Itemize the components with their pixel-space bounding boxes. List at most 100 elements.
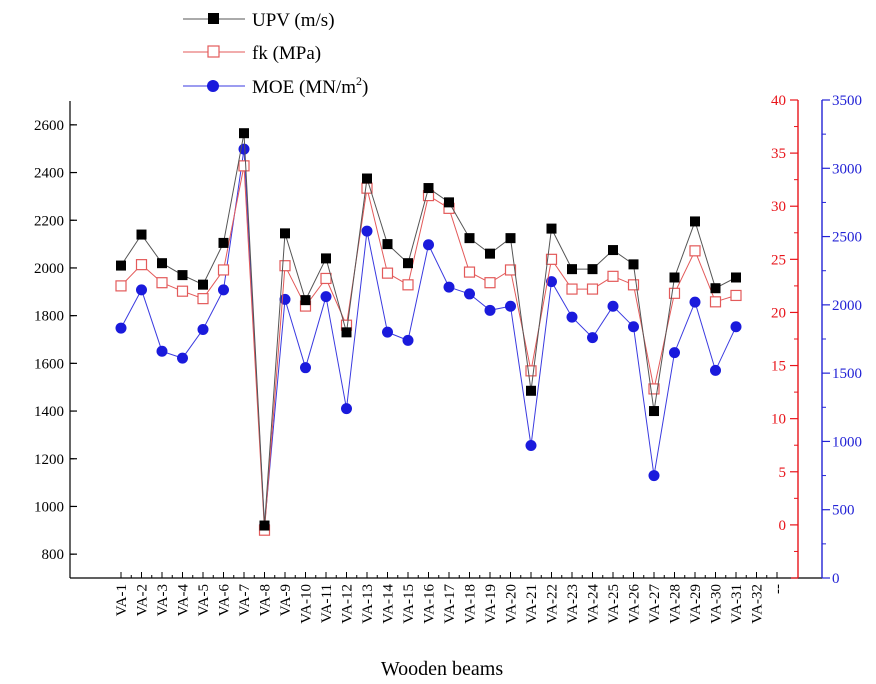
data-point-upv	[239, 128, 249, 139]
left-axis-tick-label: 2400	[34, 166, 64, 182]
data-point-moe	[177, 352, 188, 364]
x-axis-tick-label: VA-23	[565, 584, 581, 624]
data-point-fk	[627, 279, 640, 291]
right-blue-axis-tick-label: 2000	[832, 298, 862, 314]
data-point-upv	[116, 260, 126, 271]
data-point-fk	[279, 260, 291, 272]
data-point-fk	[402, 279, 414, 291]
data-point-upv	[157, 258, 167, 269]
right-red-axis-tick-label: 0	[779, 518, 787, 534]
x-axis-extra-tick-label: --	[770, 584, 786, 594]
x-axis-tick-label: VA-4	[176, 584, 192, 617]
data-point-upv	[382, 239, 393, 250]
data-point-upv	[136, 229, 147, 240]
data-point-upv	[546, 223, 557, 234]
x-axis-tick-label: VA-18	[463, 584, 479, 624]
data-point-fk	[545, 253, 558, 265]
data-point-moe	[587, 332, 598, 344]
legend-marker-upv	[208, 13, 219, 24]
data-point-moe	[730, 321, 742, 333]
data-point-upv	[690, 216, 700, 227]
data-point-upv	[587, 264, 598, 275]
data-point-upv	[464, 233, 475, 244]
x-axis-label: Wooden beams	[381, 658, 503, 680]
data-point-upv	[259, 520, 270, 531]
x-axis-tick-label: VA-16	[422, 584, 438, 624]
data-point-fk	[463, 266, 476, 278]
data-point-upv	[177, 270, 188, 281]
data-point-moe	[136, 284, 147, 296]
left-axis-tick-label: 2600	[34, 118, 64, 134]
data-point-moe	[156, 345, 168, 357]
data-point-fk	[381, 267, 394, 279]
x-axis-tick-label: VA-32	[750, 584, 766, 624]
left-axis-tick-label: 800	[42, 547, 65, 563]
x-axis-tick-label: VA-30	[709, 584, 725, 624]
data-point-upv	[423, 183, 434, 194]
data-point-upv	[444, 197, 454, 208]
x-axis-tick-label: VA-19	[483, 584, 499, 624]
left-axis-tick-label: 1400	[34, 404, 64, 420]
left-axis-tick-label: 1000	[34, 499, 64, 515]
x-axis-tick-label: VA-28	[668, 584, 684, 624]
data-point-fk	[709, 296, 722, 308]
series-1	[115, 160, 742, 536]
right-blue-axis-tick-label: 0	[832, 571, 840, 587]
data-point-moe	[402, 334, 414, 346]
right-red-axis-tick-label: 40	[771, 93, 786, 109]
data-point-upv	[218, 237, 229, 248]
data-point-fk	[176, 285, 189, 297]
data-point-moe	[382, 326, 393, 338]
left-axis-tick-label: 1200	[34, 452, 64, 468]
data-point-upv	[505, 233, 516, 244]
data-point-moe	[669, 347, 680, 359]
data-point-upv	[710, 283, 721, 294]
legend-marker-fk	[207, 45, 220, 58]
data-point-fk	[586, 283, 599, 295]
data-point-upv	[567, 264, 577, 275]
right-red-axis-tick-label: 5	[779, 465, 787, 481]
right-blue-axis-tick-label: 500	[832, 503, 855, 519]
data-point-moe	[443, 281, 455, 293]
data-point-moe	[648, 470, 660, 482]
data-point-fk	[238, 160, 250, 172]
data-point-upv	[280, 228, 290, 239]
x-axis-tick-label: VA-27	[647, 584, 663, 624]
x-axis-tick-label: VA-29	[688, 584, 704, 624]
x-axis-tick-label: VA-6	[217, 584, 233, 617]
data-point-fk	[115, 280, 127, 292]
data-point-fk	[197, 293, 209, 305]
data-point-fk	[668, 287, 681, 299]
x-axis-tick-label: VA-25	[606, 584, 622, 624]
x-axis-tick-label: VA-24	[586, 584, 602, 624]
data-point-upv	[300, 295, 311, 306]
legend-label-moe: MOE (MN/m2)	[252, 74, 368, 98]
series-layer	[115, 128, 742, 536]
data-point-upv	[526, 385, 536, 396]
right-blue-axis-tick-label: 1500	[832, 366, 862, 382]
legend-label-moe-sup: 2	[356, 74, 362, 88]
data-point-moe	[115, 322, 127, 334]
x-axis-tick-label: VA-7	[237, 584, 253, 617]
data-point-upv	[628, 259, 639, 270]
data-point-upv	[649, 406, 659, 417]
data-point-upv	[669, 272, 680, 283]
right-red-axis-tick-label: 15	[771, 359, 786, 375]
data-point-fk	[320, 272, 332, 285]
x-axis-tick-label: VA-26	[627, 584, 643, 624]
data-point-moe	[197, 323, 209, 335]
data-point-fk	[156, 277, 168, 289]
data-point-moe	[546, 276, 557, 288]
data-point-upv	[198, 279, 208, 290]
right-red-axis-tick-label: 20	[771, 305, 786, 321]
series-line-1	[120, 165, 737, 531]
data-point-fk	[648, 383, 660, 395]
x-axis-tick-label: VA-17	[442, 584, 458, 624]
left-axis-tick-label: 2200	[34, 213, 64, 229]
data-point-moe	[341, 403, 352, 415]
data-point-fk	[484, 277, 496, 289]
data-point-moe	[279, 293, 291, 305]
right-red-axis-tick-label: 10	[771, 412, 786, 428]
x-axis-tick-label: VA-31	[729, 584, 745, 624]
x-axis-tick-label: VA-3	[155, 584, 171, 616]
